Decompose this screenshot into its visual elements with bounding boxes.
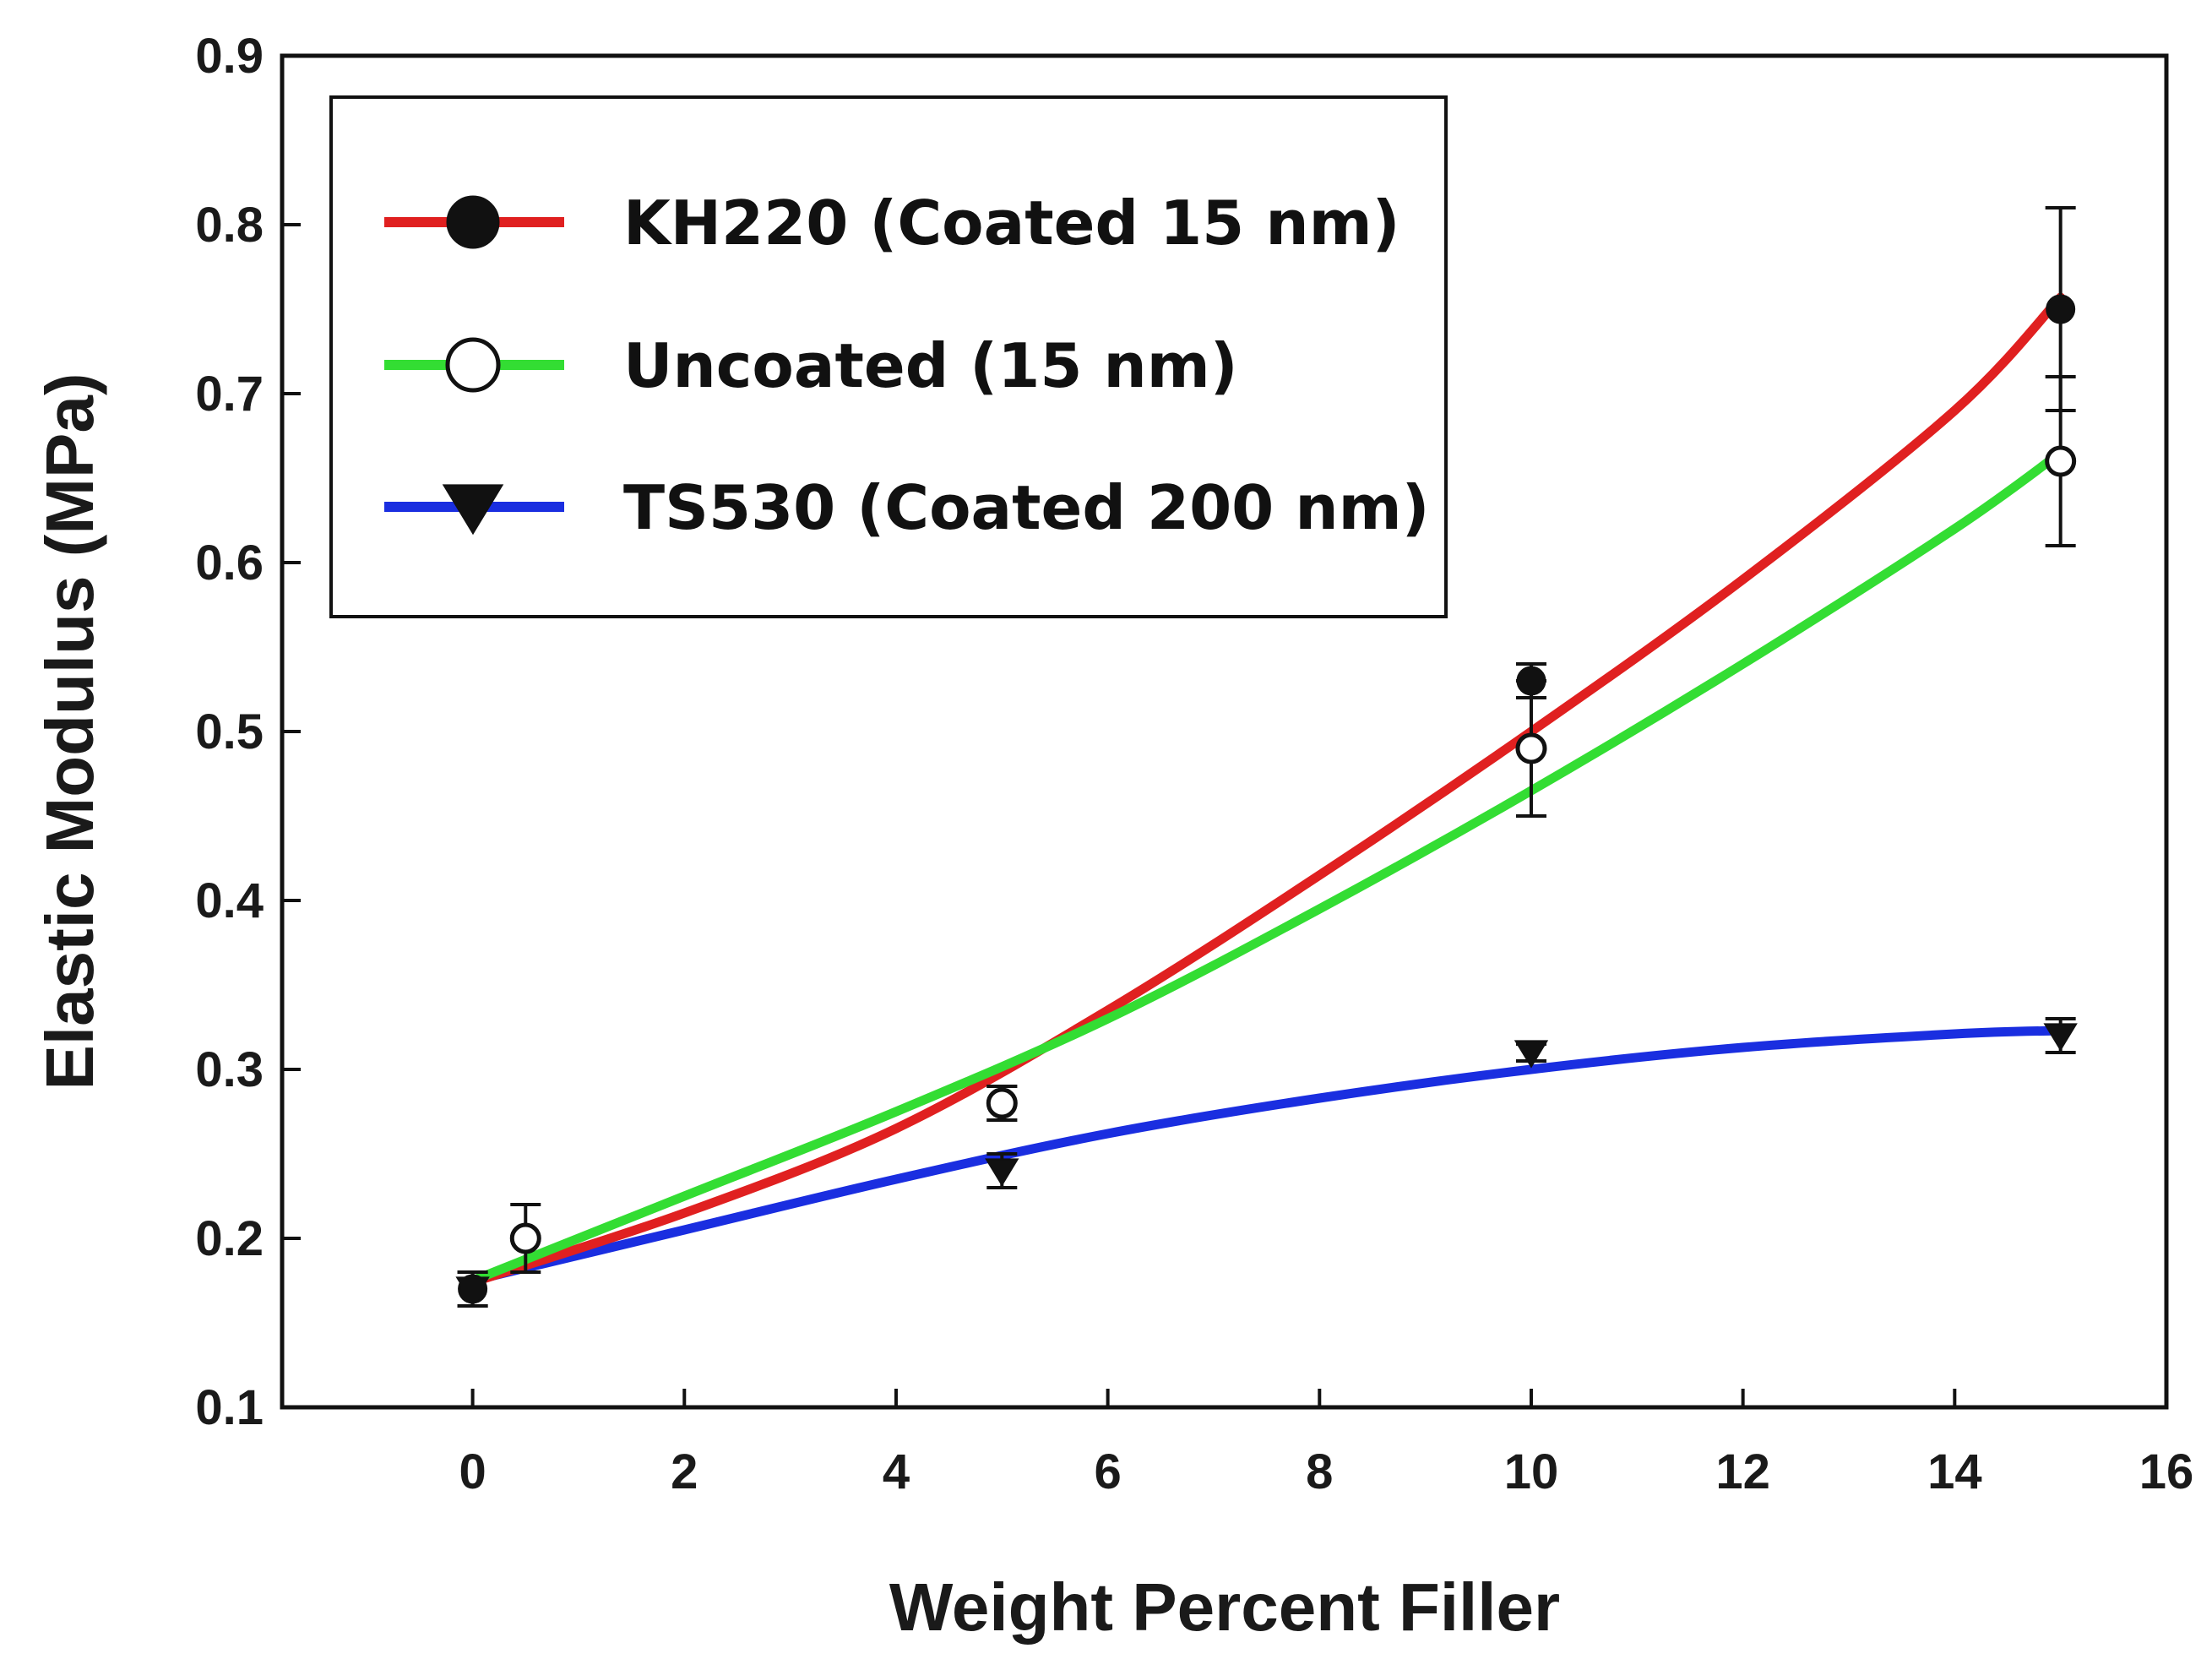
legend-box — [329, 95, 1448, 618]
x-axis-title: Weight Percent Filler — [889, 1569, 1560, 1645]
legend-label: Uncoated (15 nm) — [623, 330, 1238, 401]
y-tick-label: 0.6 — [195, 536, 264, 590]
data-point — [455, 1276, 490, 1305]
fit-line — [468, 292, 2066, 1287]
x-tick-label: 8 — [1306, 1444, 1333, 1499]
data-point — [509, 1222, 541, 1254]
legend-label: TS530 (Coated 200 nm) — [623, 472, 1430, 543]
y-axis-title: Elastic Modulus (MPa) — [32, 373, 107, 1091]
legend-marker — [445, 337, 501, 393]
y-tick-label: 0.8 — [195, 198, 264, 253]
x-tick-label: 14 — [1927, 1444, 1982, 1499]
y-tick-label: 0.3 — [195, 1042, 264, 1097]
x-tick-label: 2 — [671, 1444, 698, 1499]
y-tick-label: 0.4 — [195, 873, 264, 928]
data-point — [985, 1158, 1019, 1187]
fit-line — [468, 448, 2066, 1286]
legend-marker — [446, 195, 500, 249]
x-tick-label: 6 — [1094, 1444, 1121, 1499]
x-tick-label: 10 — [1504, 1444, 1559, 1499]
data-markers — [455, 294, 2078, 1305]
data-point — [2043, 1023, 2078, 1052]
x-tick-label: 12 — [1715, 1444, 1770, 1499]
x-tick-label: 0 — [459, 1444, 486, 1499]
y-tick-label: 0.1 — [195, 1380, 264, 1435]
data-point — [1516, 666, 1546, 696]
legend: KH220 (Coated 15 nm) Uncoated (15 nm) TS53… — [329, 95, 1448, 618]
data-point — [1514, 1040, 1549, 1069]
data-point — [2045, 445, 2077, 477]
fit-lines — [468, 292, 2066, 1287]
y-axis-ticks: 0.1 0.2 0.3 0.4 0.5 0.6 0.7 0.8 0.9 — [195, 29, 301, 1435]
fit-line — [468, 1025, 2066, 1286]
x-tick-label: 4 — [883, 1444, 910, 1499]
y-tick-label: 0.5 — [195, 704, 264, 759]
y-tick-label: 0.7 — [195, 367, 264, 422]
data-point — [986, 1087, 1018, 1119]
x-axis-ticks: 0 2 4 6 8 10 12 14 16 — [459, 1389, 2193, 1499]
legend-label: KH220 (Coated 15 nm) — [623, 188, 1400, 258]
y-tick-label: 0.2 — [195, 1211, 264, 1266]
y-tick-label: 0.9 — [195, 29, 264, 84]
x-tick-label: 16 — [2139, 1444, 2194, 1499]
data-point — [1515, 732, 1547, 764]
legend-marker — [442, 484, 504, 536]
data-point — [2046, 294, 2076, 324]
